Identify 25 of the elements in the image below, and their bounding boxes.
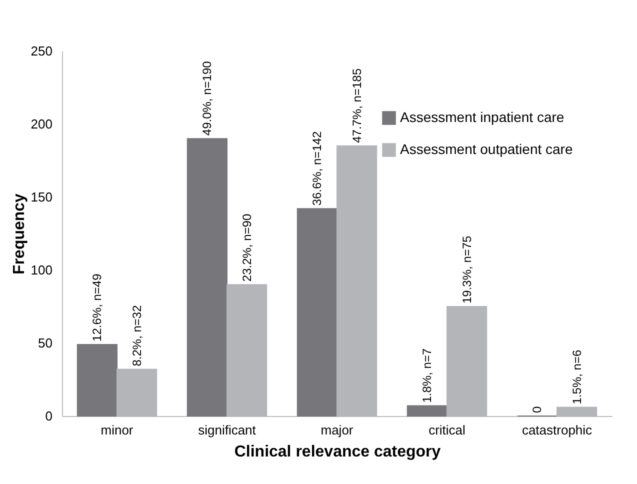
y-tick-label: 100: [30, 262, 52, 278]
data-label: 12.6%, n=49: [90, 273, 104, 342]
legend-label: Assessment inpatient care: [400, 109, 564, 125]
data-label: 1.5%, n=6: [570, 350, 584, 404]
x-tick-label: minor: [100, 422, 134, 438]
data-label: 23.2%, n=90: [240, 214, 254, 282]
data-label: 36.6%, n=142: [310, 130, 324, 206]
y-tick-label: 150: [30, 190, 52, 204]
x-tick-label: critical: [428, 422, 466, 438]
data-label: 8.2%, n=32: [130, 304, 144, 366]
x-tick-label: catastrophic: [522, 422, 593, 438]
data-label: 1.8%, n=7: [420, 348, 434, 403]
data-label: 47.7%, n=185: [350, 68, 364, 143]
x-axis-title: Clinical relevance category: [234, 444, 441, 460]
legend-label: Assessment outpatient care: [400, 141, 573, 157]
y-tick-label: 250: [30, 44, 52, 58]
y-axis-title: Frequency: [10, 193, 28, 274]
y-tick-label: 50: [38, 336, 52, 350]
x-tick-label: major: [320, 422, 354, 438]
data-label: 49.0%, n=190: [200, 60, 214, 136]
y-tick-label: 200: [30, 116, 52, 132]
data-label: 19.3%, n=75: [460, 235, 474, 304]
y-tick-label: 0: [45, 408, 52, 424]
data-label: 0: [530, 406, 544, 413]
x-tick-label: significant: [198, 422, 256, 438]
